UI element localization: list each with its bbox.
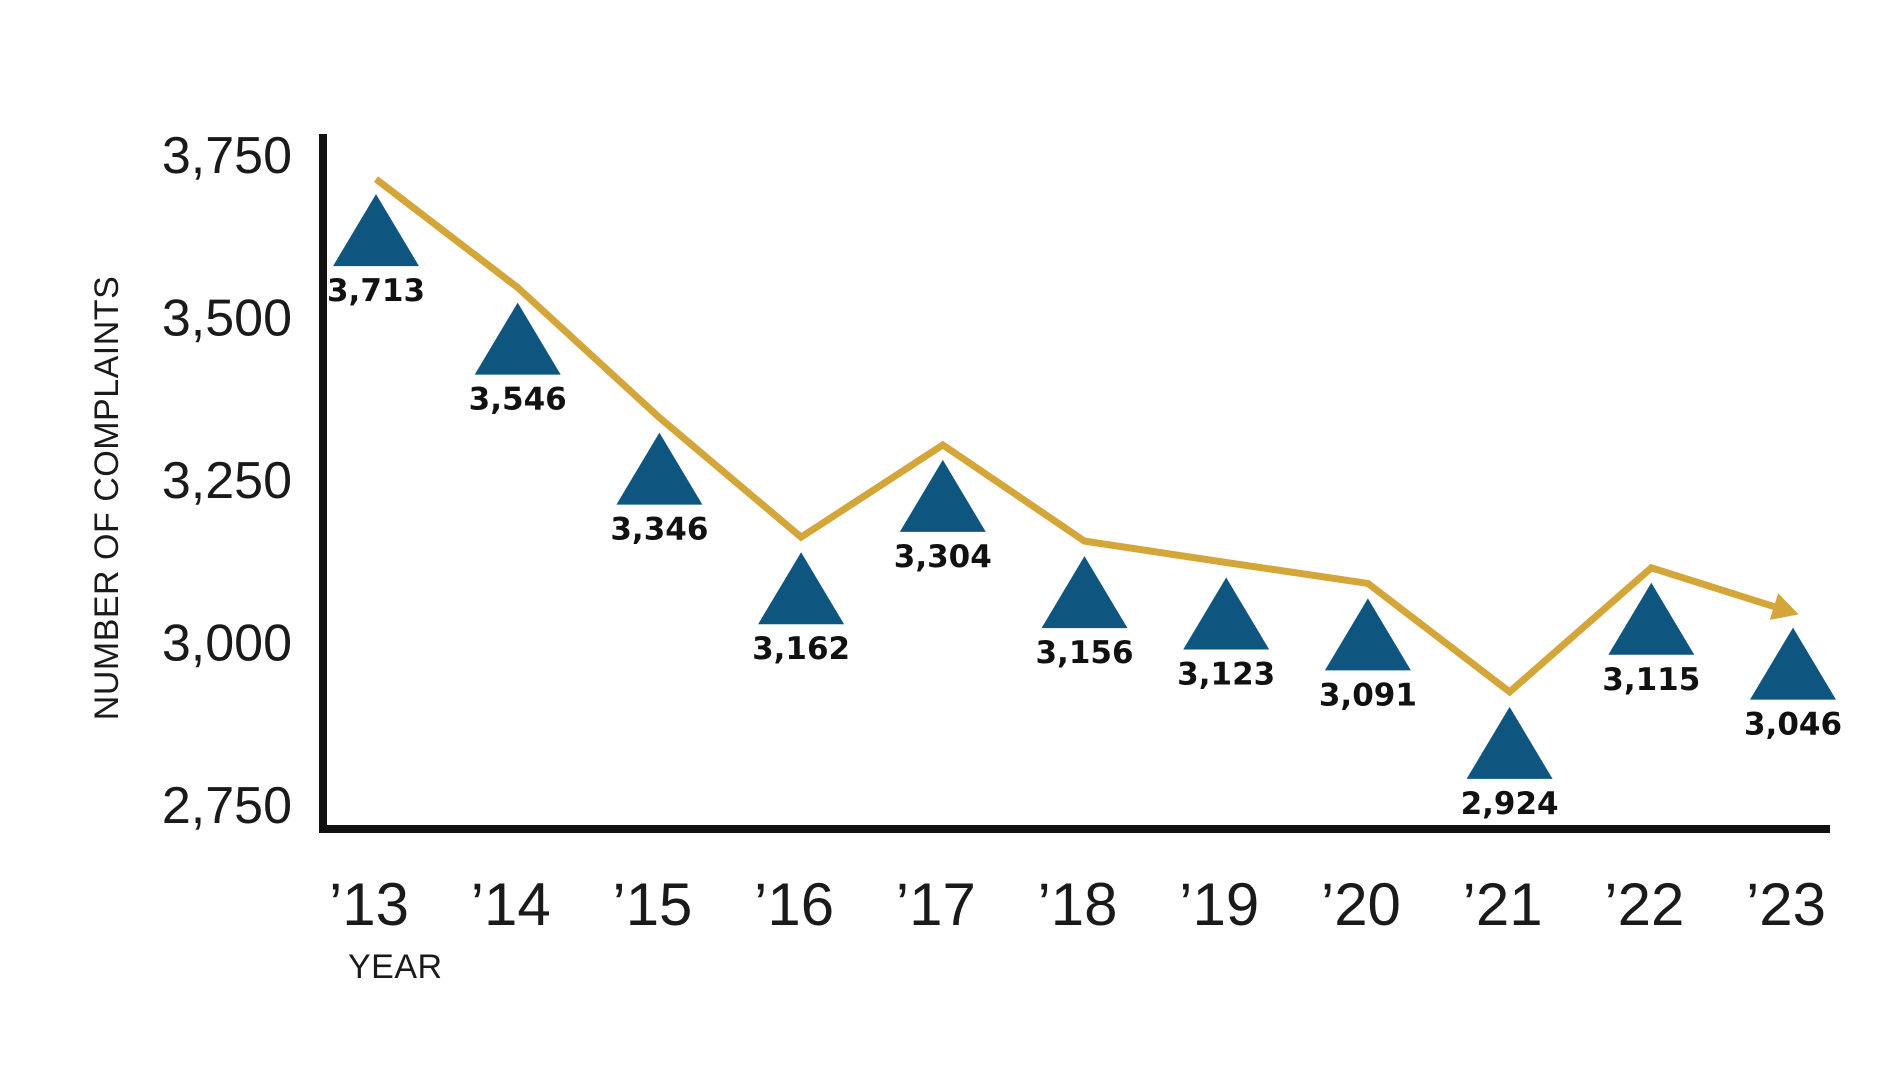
x-tick-label: ’20: [1321, 871, 1401, 938]
triangle-icon: [758, 552, 845, 625]
triangle-icon: [1750, 627, 1836, 700]
y-tick-label: 3,000: [162, 615, 292, 673]
x-tick-label: ’16: [754, 871, 834, 938]
x-axis-title: YEAR: [348, 948, 443, 986]
x-tick-label: ’21: [1463, 871, 1543, 938]
y-tick-label: 2,750: [162, 777, 292, 835]
triangle-icon: [1041, 556, 1128, 629]
data-label: 3,123: [1177, 657, 1275, 693]
data-label: 3,304: [894, 539, 992, 575]
x-tick-label: ’13: [329, 871, 409, 938]
arrow-icon: [1769, 593, 1799, 620]
y-axis-ticks: 3,750 3,500 3,250 3,000 2,750: [162, 127, 292, 835]
y-axis-title-group: NUMBER OF COMPLAINTS: [88, 276, 126, 720]
data-label: 3,162: [752, 631, 850, 667]
triangle-icon: [899, 459, 986, 532]
data-label: 2,924: [1461, 786, 1559, 822]
data-label: 3,046: [1744, 707, 1842, 743]
y-tick-label: 3,500: [162, 290, 292, 348]
y-axis-title: NUMBER OF COMPLAINTS: [88, 276, 126, 720]
x-tick-label: ’17: [896, 871, 976, 938]
x-tick-label: ’14: [471, 871, 551, 938]
data-label: 3,713: [327, 273, 425, 309]
x-tick-label: ’19: [1179, 871, 1259, 938]
triangle-icon: [1608, 582, 1695, 655]
y-tick-label: 3,750: [162, 127, 292, 185]
triangle-icon: [474, 302, 561, 375]
x-tick-label: ’18: [1037, 871, 1117, 938]
data-label: 3,346: [610, 512, 708, 548]
x-tick-label: ’22: [1604, 871, 1684, 938]
x-tick-label: ’23: [1746, 871, 1826, 938]
x-tick-label: ’15: [612, 871, 692, 938]
data-label: 3,546: [469, 382, 567, 418]
triangle-icon: [1324, 598, 1411, 671]
data-label: 3,091: [1319, 677, 1417, 713]
y-tick-label: 3,250: [162, 452, 292, 510]
data-markers: 3,713 3,546 3,346 3,162 3,304 3,156 3,123 3,091…: [327, 194, 1842, 822]
x-axis-ticks: ’13 ’14 ’15 ’16 ’17 ’18 ’19 ’20 ’21 ’22 ’23: [329, 871, 1826, 938]
triangle-icon: [1466, 706, 1553, 779]
triangle-icon: [333, 194, 419, 267]
data-label: 3,115: [1602, 662, 1700, 698]
triangle-icon: [616, 432, 703, 505]
data-label: 3,156: [1035, 635, 1133, 671]
triangle-icon: [1183, 577, 1270, 650]
trend-line: [373, 176, 1775, 697]
